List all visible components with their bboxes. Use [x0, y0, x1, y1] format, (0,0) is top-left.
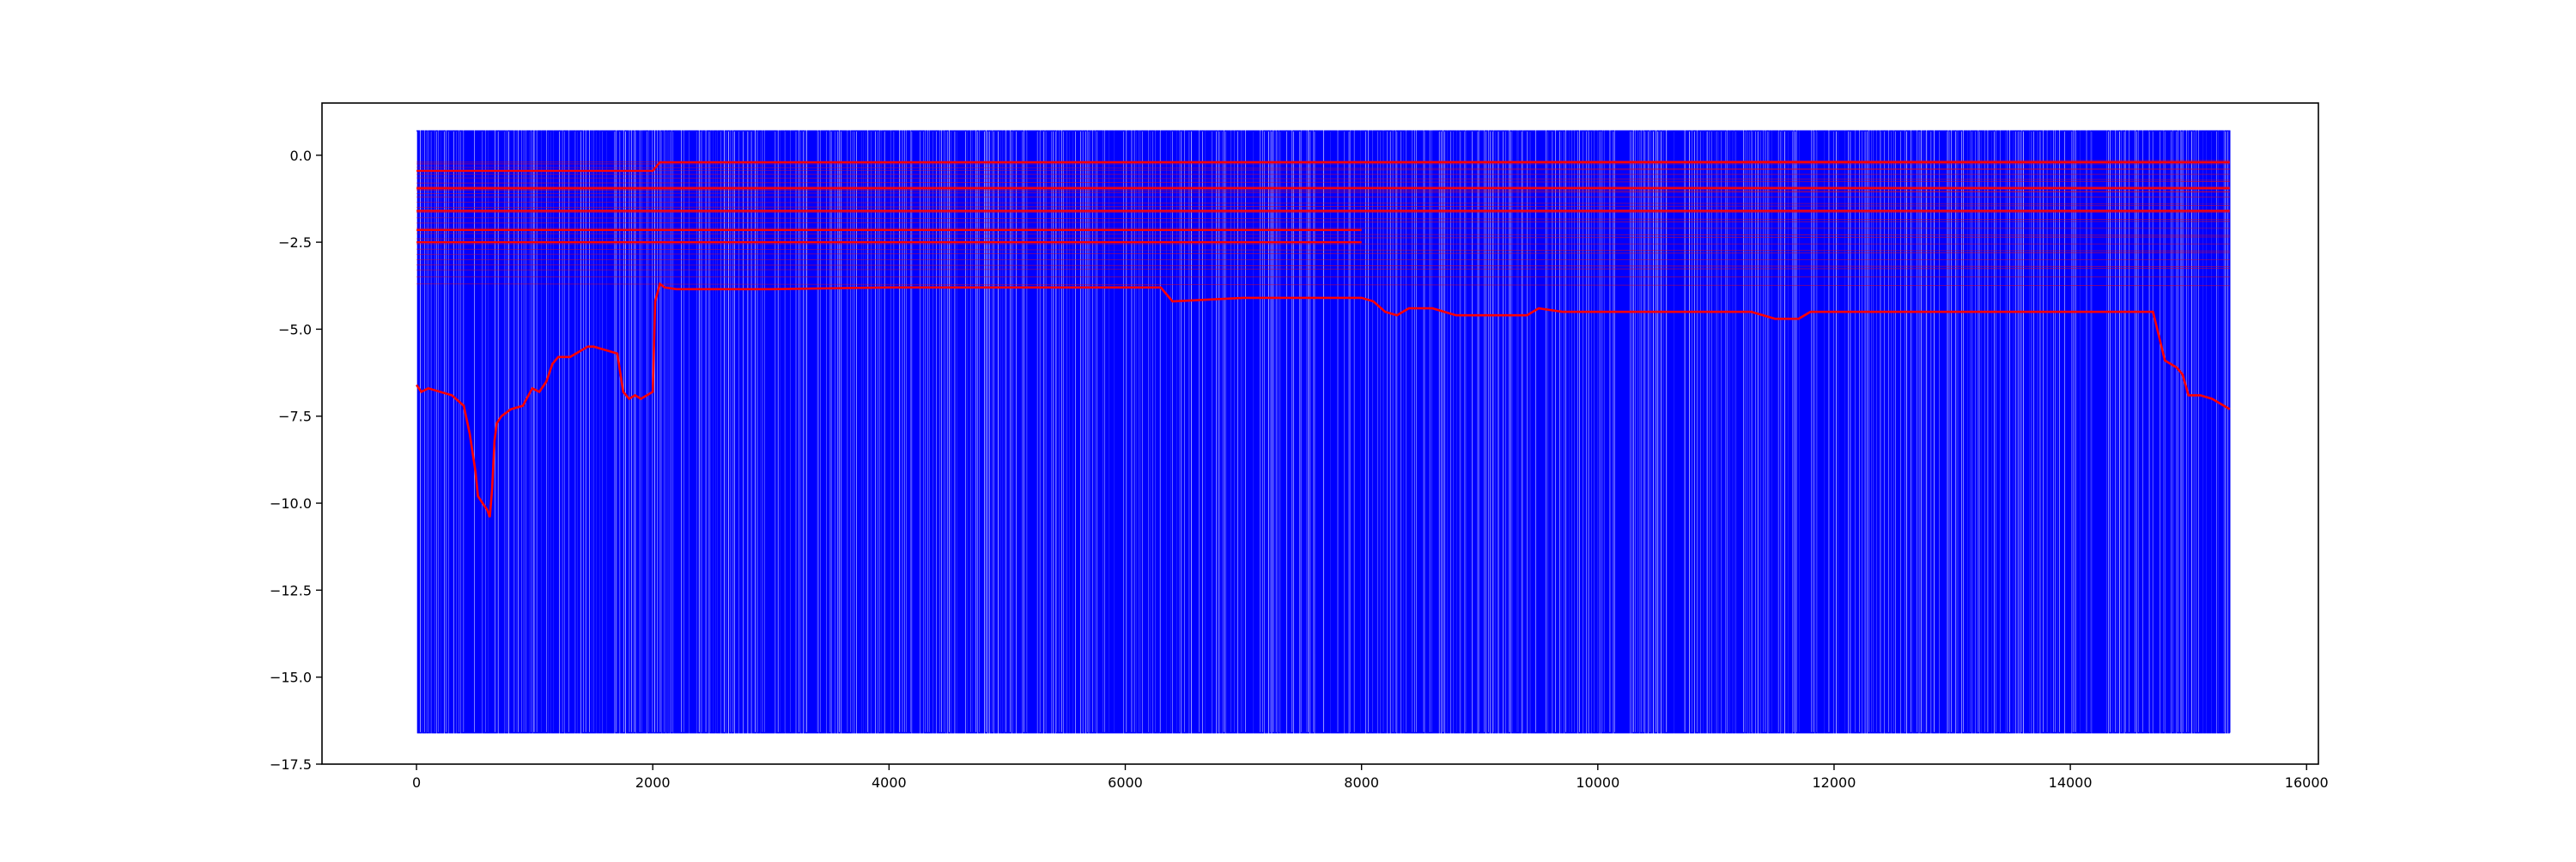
thin-red-line-23	[416, 264, 2230, 267]
x-tick-label: 12000	[1812, 774, 1856, 791]
red-envelope-series	[416, 282, 2231, 518]
x-tick-label: 16000	[2285, 774, 2329, 791]
y-axis: 0.0 −2.5 −5.0 −7.5 −10.0 −12.5 −15.0 −17.5	[270, 148, 322, 773]
y-tick-label: −10.0	[270, 495, 312, 512]
x-tick-label: 2000	[635, 774, 671, 791]
red-step-line-0	[416, 161, 2230, 173]
y-tick-label: −5.0	[278, 321, 312, 337]
x-tick-label: 4000	[872, 774, 907, 791]
thin-red-line-12	[416, 205, 2230, 208]
thin-red-line-8	[416, 189, 2230, 192]
thin-red-line-24	[416, 268, 2230, 270]
x-tick-label: 8000	[1344, 774, 1379, 791]
thin-red-line-21	[416, 252, 2230, 255]
thin-red-line-18	[416, 236, 2230, 240]
y-tick-label: 0.0	[290, 148, 312, 164]
y-tick-label: −17.5	[270, 756, 312, 773]
plot-area	[416, 130, 2231, 734]
x-tick-label: 6000	[1108, 774, 1143, 791]
thin-red-line-14	[416, 217, 2230, 221]
thin-red-line-2	[416, 167, 2230, 170]
x-tick-label: 0	[412, 774, 421, 791]
thin-red-line-11	[416, 202, 2230, 204]
x-tick-label: 10000	[1576, 774, 1619, 791]
blue-signal-series	[416, 130, 2231, 734]
thin-red-line-20	[416, 248, 2230, 252]
x-tick-label: 14000	[2049, 774, 2093, 791]
y-tick-label: −2.5	[278, 234, 312, 251]
thin-red-line-9	[416, 191, 2230, 194]
thin-red-line-3	[416, 168, 2230, 172]
series-group	[416, 130, 2231, 734]
thin-red-line-26	[416, 283, 2230, 287]
thin-red-line-6	[416, 180, 2230, 184]
x-axis: 0 2000 4000 6000 8000 10000 12000 14000 16000	[412, 764, 2329, 791]
axes-frame	[321, 102, 2319, 765]
y-tick-label: −15.0	[270, 670, 312, 686]
y-tick-label: −7.5	[278, 409, 312, 425]
thin-red-line-15	[416, 221, 2230, 224]
thin-red-line-5	[416, 177, 2230, 180]
y-tick-label: −12.5	[270, 582, 312, 598]
thin-red-line-17	[416, 233, 2230, 236]
